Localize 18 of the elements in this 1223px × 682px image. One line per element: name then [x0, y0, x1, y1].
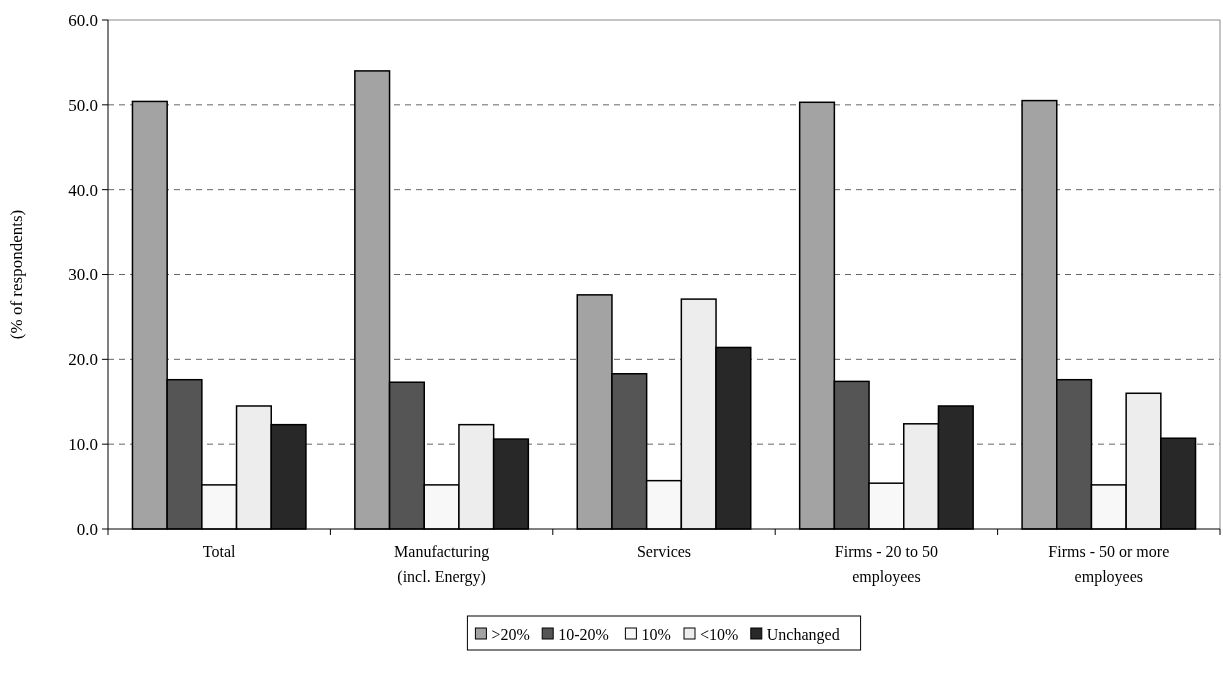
legend-label: Unchanged [766, 625, 840, 644]
legend-label: 10% [641, 625, 671, 643]
legend-label: <10% [700, 625, 739, 643]
y-tick-label: 10.0 [68, 435, 98, 455]
legend-label: 10-20% [558, 625, 609, 643]
y-tick-label: 40.0 [68, 180, 98, 200]
y-tick-label: 0.0 [76, 519, 98, 539]
legend-label: >20% [491, 625, 530, 643]
y-axis-title: (% of respondents) [7, 209, 26, 340]
x-tick-label: Firms - 20 to 50 employees [834, 543, 938, 586]
x-tick-label: Total [202, 543, 237, 560]
y-tick-label: 20.0 [68, 350, 98, 370]
y-tick-label: 50.0 [68, 95, 98, 115]
x-tick-label: Firms - 50 or more employees [1048, 543, 1170, 586]
y-tick-label: 30.0 [68, 265, 98, 285]
y-tick-label: 60.0 [68, 10, 98, 30]
x-tick-label: Manufacturing (incl. Energy) [394, 543, 490, 586]
x-tick-label: Services [636, 543, 692, 560]
